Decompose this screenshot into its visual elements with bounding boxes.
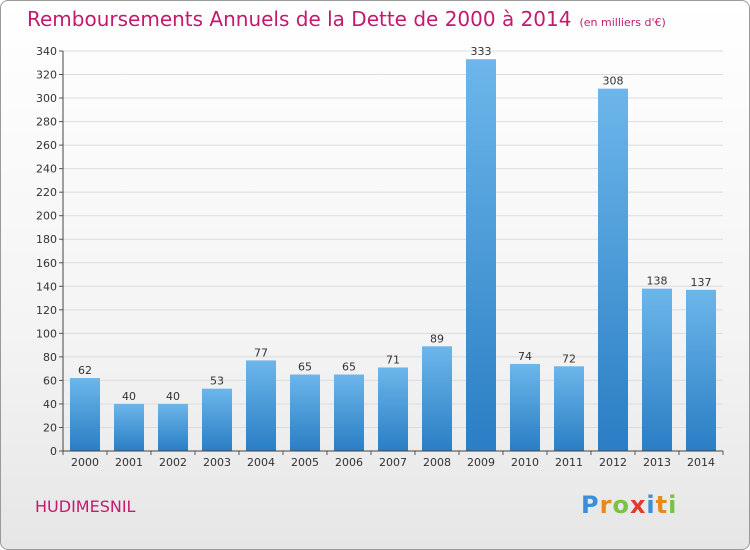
bar-value-label: 65 (342, 361, 356, 374)
bar (70, 378, 100, 451)
x-tick-label: 2004 (247, 456, 275, 469)
x-tick-label: 2008 (423, 456, 451, 469)
bar (378, 367, 408, 451)
bar-value-label: 40 (122, 390, 136, 403)
y-tick-label: 180 (36, 233, 57, 246)
y-tick-label: 60 (43, 374, 57, 387)
x-tick-label: 2000 (71, 456, 99, 469)
x-tick-label: 2013 (643, 456, 671, 469)
bar (466, 59, 496, 452)
y-tick-label: 100 (36, 327, 57, 340)
y-tick-label: 200 (36, 210, 57, 223)
logo-letter: t (655, 491, 669, 519)
bar-value-label: 74 (518, 350, 532, 363)
bar (422, 346, 452, 451)
bar-value-label: 138 (647, 275, 668, 288)
logo-letter: x (629, 491, 647, 519)
logo-letter: P (581, 491, 600, 519)
bar (686, 289, 716, 451)
bar-value-label: 333 (471, 45, 492, 58)
bar (554, 366, 584, 451)
y-tick-label: 220 (36, 186, 57, 199)
bar-value-label: 62 (78, 364, 92, 377)
y-tick-label: 120 (36, 304, 57, 317)
x-tick-label: 2009 (467, 456, 495, 469)
commune-name: HUDIMESNIL (35, 497, 136, 516)
y-tick-label: 160 (36, 257, 57, 270)
bar (158, 403, 188, 451)
bar-value-label: 89 (430, 332, 444, 345)
y-tick-label: 260 (36, 139, 57, 152)
bar (202, 388, 232, 451)
bar (290, 374, 320, 451)
x-tick-label: 2014 (687, 456, 715, 469)
y-tick-label: 280 (36, 116, 57, 129)
bar (598, 88, 628, 451)
bar-value-label: 77 (254, 346, 268, 359)
bar-value-label: 53 (210, 375, 224, 388)
chart-unit: (en milliers d'€) (579, 16, 666, 29)
chart-title-text: Remboursements Annuels de la Dette de 20… (27, 7, 572, 31)
y-tick-label: 0 (50, 445, 57, 458)
y-tick-label: 300 (36, 92, 57, 105)
bar (246, 360, 276, 451)
bar-value-label: 308 (603, 75, 624, 88)
y-tick-label: 40 (43, 398, 57, 411)
bar-value-label: 137 (691, 276, 712, 289)
logo-letter: i (668, 491, 678, 519)
x-tick-label: 2003 (203, 456, 231, 469)
bar-value-label: 40 (166, 390, 180, 403)
x-tick-label: 2006 (335, 456, 363, 469)
proxiti-logo: Proxiti (581, 491, 677, 519)
x-tick-label: 2007 (379, 456, 407, 469)
logo-letter: i (646, 491, 656, 519)
logo-letter: r (599, 491, 613, 519)
bar-value-label: 72 (562, 352, 576, 365)
x-tick-label: 2002 (159, 456, 187, 469)
y-tick-label: 20 (43, 421, 57, 434)
bar (334, 374, 364, 451)
y-tick-label: 240 (36, 163, 57, 176)
x-tick-label: 2011 (555, 456, 583, 469)
x-tick-label: 2001 (115, 456, 143, 469)
y-tick-label: 340 (36, 45, 57, 58)
bar-value-label: 71 (386, 353, 400, 366)
x-tick-label: 2010 (511, 456, 539, 469)
x-tick-label: 2012 (599, 456, 627, 469)
y-tick-label: 140 (36, 280, 57, 293)
logo-letter: o (612, 491, 630, 519)
bar-value-label: 65 (298, 361, 312, 374)
bar (114, 403, 144, 451)
x-tick-label: 2005 (291, 456, 319, 469)
bar (510, 363, 540, 451)
chart-title: Remboursements Annuels de la Dette de 20… (27, 7, 666, 31)
y-tick-label: 320 (36, 69, 57, 82)
bar (642, 288, 672, 451)
y-tick-label: 80 (43, 351, 57, 364)
